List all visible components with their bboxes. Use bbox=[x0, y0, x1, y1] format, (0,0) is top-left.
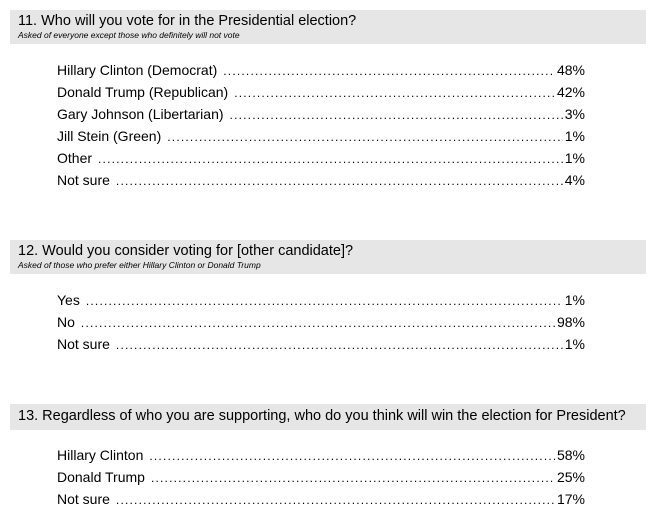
question-title: 13. Regardless of who you are supporting… bbox=[18, 408, 626, 424]
response-row: Not sure 4% bbox=[57, 169, 585, 191]
response-label: Hillary Clinton bbox=[57, 447, 144, 463]
dot-leader bbox=[149, 445, 555, 467]
question-header: 13. Regardless of who you are supporting… bbox=[10, 404, 646, 430]
response-value: 25% bbox=[556, 469, 585, 485]
response-value: 48% bbox=[556, 62, 585, 78]
response-row: Other 1% bbox=[57, 147, 585, 169]
response-value: 58% bbox=[556, 447, 585, 463]
response-label: Not sure bbox=[57, 491, 110, 507]
response-label: Jill Stein (Green) bbox=[57, 128, 162, 144]
response-row: Hillary Clinton (Democrat) 48% bbox=[57, 59, 585, 81]
response-label: Donald Trump (Republican) bbox=[57, 84, 229, 100]
response-label: Donald Trump bbox=[57, 469, 145, 485]
response-row: Donald Trump 25% bbox=[57, 466, 585, 488]
dot-leader bbox=[81, 312, 555, 334]
question-subtitle: Asked of those who prefer either Hillary… bbox=[18, 260, 261, 270]
response-label: Gary Johnson (Libertarian) bbox=[57, 106, 224, 122]
response-label: Hillary Clinton (Democrat) bbox=[57, 62, 218, 78]
dot-leader bbox=[98, 148, 563, 170]
response-list: Hillary Clinton (Democrat) 48% Donald Tr… bbox=[57, 59, 585, 191]
response-row: No 98% bbox=[57, 311, 585, 333]
response-value: 42% bbox=[556, 84, 585, 100]
response-value: 1% bbox=[564, 292, 585, 308]
question-title: 11. Who will you vote for in the Preside… bbox=[18, 13, 357, 29]
response-row: Not sure 1% bbox=[57, 333, 585, 355]
response-value: 1% bbox=[564, 336, 585, 352]
question-12: 12. Would you consider voting for [other… bbox=[10, 240, 646, 355]
response-label: Yes bbox=[57, 292, 80, 308]
response-value: 1% bbox=[564, 150, 585, 166]
dot-leader bbox=[116, 489, 555, 511]
response-value: 98% bbox=[556, 314, 585, 330]
response-label: Not sure bbox=[57, 172, 110, 188]
question-11: 11. Who will you vote for in the Preside… bbox=[10, 10, 646, 191]
response-value: 3% bbox=[564, 106, 585, 122]
dot-leader bbox=[116, 334, 563, 356]
response-row: Jill Stein (Green) 1% bbox=[57, 125, 585, 147]
dot-leader bbox=[167, 126, 563, 148]
response-row: Hillary Clinton 58% bbox=[57, 444, 585, 466]
response-label: No bbox=[57, 314, 75, 330]
question-title: 12. Would you consider voting for [other… bbox=[18, 243, 354, 259]
question-header: 12. Would you consider voting for [other… bbox=[10, 240, 646, 274]
response-list: Hillary Clinton 58% Donald Trump 25% Not… bbox=[57, 444, 585, 510]
response-label: Other bbox=[57, 150, 93, 166]
dot-leader bbox=[230, 104, 563, 126]
response-row: Gary Johnson (Libertarian) 3% bbox=[57, 103, 585, 125]
question-header: 11. Who will you vote for in the Preside… bbox=[10, 10, 646, 44]
question-13: 13. Regardless of who you are supporting… bbox=[10, 404, 646, 510]
dot-leader bbox=[86, 290, 563, 312]
response-list: Yes 1% No 98% Not sure 1% bbox=[57, 289, 585, 355]
response-row: Not sure 17% bbox=[57, 488, 585, 510]
dot-leader bbox=[116, 170, 563, 192]
response-row: Yes 1% bbox=[57, 289, 585, 311]
dot-leader bbox=[234, 82, 555, 104]
response-value: 1% bbox=[564, 128, 585, 144]
response-row: Donald Trump (Republican) 42% bbox=[57, 81, 585, 103]
dot-leader bbox=[223, 60, 555, 82]
response-label: Not sure bbox=[57, 336, 110, 352]
question-subtitle: Asked of everyone except those who defin… bbox=[18, 30, 240, 40]
response-value: 17% bbox=[556, 491, 585, 507]
response-value: 4% bbox=[564, 172, 585, 188]
dot-leader bbox=[151, 467, 555, 489]
